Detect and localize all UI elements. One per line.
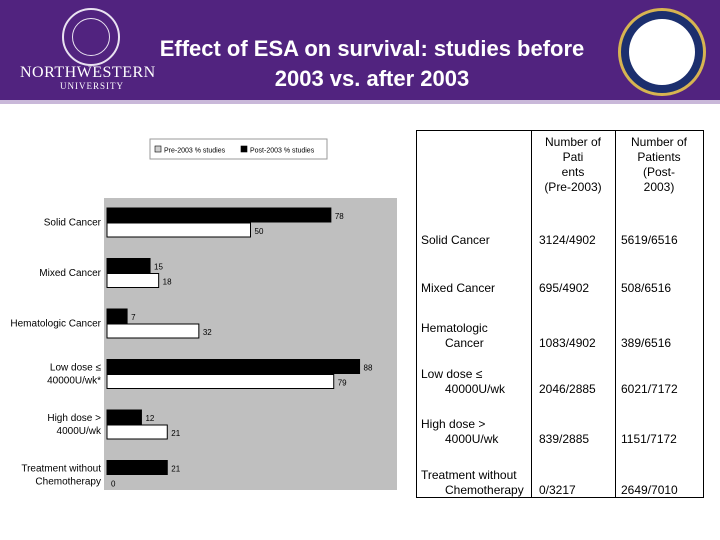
bar-value-label: 32 — [203, 328, 212, 337]
row-label-line: 4000U/wk — [445, 432, 499, 446]
bar-value-label: 7 — [131, 313, 136, 322]
bar-value-label: 15 — [154, 263, 163, 272]
legend-label: Pre-2003 % studies — [164, 148, 226, 155]
row-label-line: Mixed Cancer — [421, 281, 496, 295]
category-group: 12 21 High dose > 4000U/wk — [47, 409, 181, 440]
category-label: 40000U/wk* — [47, 376, 101, 387]
category-label: 4000U/wk — [57, 426, 102, 437]
row-label-line: High dose > — [421, 417, 486, 431]
bar-value-label: 21 — [171, 465, 180, 474]
bar-pre-2003 — [106, 273, 160, 288]
table-cell-pre-2003: 1083/4902 — [539, 336, 596, 350]
table-column-header: Number of Pati ents (Pre-2003) — [537, 135, 609, 195]
category-label: Low dose ≤ — [50, 363, 102, 374]
bar-value-label: 78 — [335, 212, 344, 221]
category-group: 7 32 Hematologic Cancer — [10, 308, 212, 339]
bar-pre-2003 — [106, 424, 168, 440]
category-label: Hematologic Cancer — [10, 319, 101, 330]
bar-post-2003 — [106, 207, 332, 223]
header-text-line: Number of — [630, 135, 688, 149]
row-label-line: Treatment without — [421, 468, 517, 482]
legend-label: Post-2003 % studies — [250, 148, 315, 155]
slide-title: Effect of ESA on survival: studies befor… — [130, 34, 614, 94]
bar-value-label: 21 — [171, 429, 180, 438]
category-label: Treatment without — [21, 464, 101, 475]
slide-title-line-1: Effect of ESA on survival: studies befor… — [159, 36, 585, 61]
bar-value-label: 18 — [163, 278, 172, 287]
row-label-line: Solid Cancer — [421, 233, 490, 247]
bar-post-2003 — [106, 460, 168, 475]
table-cell-pre-2003: 0/3217 — [539, 483, 576, 497]
row-label-line: Chemotherapy — [445, 483, 524, 497]
slide-title-line-2: 2003 vs. after 2003 — [274, 66, 470, 91]
chart-legend: Pre-2003 % studies Post-2003 % studies — [149, 138, 328, 160]
patients-table: Number of Pati ents (Pre-2003) Number of Pati… — [416, 130, 704, 498]
university-logo-subtext: UNIVERSITY — [60, 81, 124, 91]
va-seal-icon — [618, 8, 706, 96]
bar-pre-2003 — [106, 222, 251, 238]
header-text-line: (Post- — [642, 165, 675, 179]
table-cell-post-2003: 2649/7010 — [621, 483, 678, 497]
table-cell-post-2003: 1151/7172 — [621, 432, 677, 446]
header-text-line: Patients — [637, 150, 681, 164]
category-label: High dose > — [47, 413, 101, 424]
legend-box — [149, 138, 328, 160]
bar-value-label: 50 — [255, 227, 264, 236]
bar-value-label: 0 — [111, 480, 116, 489]
legend-swatch — [240, 145, 248, 153]
bar-post-2003 — [106, 308, 128, 324]
header-text-line: Number of — [544, 135, 602, 149]
legend-swatch — [154, 145, 162, 153]
table-cell-pre-2003: 695/4902 — [539, 281, 590, 295]
table-cell-post-2003: 508/6516 — [621, 281, 672, 295]
bar-value-label: 88 — [364, 364, 373, 373]
row-label-line: 40000U/wk — [445, 382, 506, 396]
bar-value-label: 12 — [145, 414, 154, 423]
bar-post-2003 — [106, 409, 142, 425]
bar-value-label: 79 — [338, 379, 347, 388]
row-label-line: Low dose ≤ — [421, 367, 483, 381]
header-text-line: ents — [561, 165, 585, 179]
table-cell-post-2003: 6021/7172 — [621, 382, 678, 396]
slide-header: NORTHWESTERN UNIVERSITY Effect of ESA on… — [0, 0, 720, 100]
bar-post-2003 — [106, 359, 361, 374]
bar-pre-2003 — [106, 374, 335, 389]
table-row-label: High dose >4000U/wk — [421, 417, 533, 447]
row-label-line: Cancer — [445, 336, 484, 350]
bar-post-2003 — [106, 258, 151, 273]
table-cell-pre-2003: 839/2885 — [539, 432, 590, 446]
table-column-divider — [531, 131, 532, 497]
table-row-label: Mixed Cancer — [421, 281, 533, 296]
header-text-line: Pati — [562, 150, 584, 164]
header-divider — [0, 100, 720, 104]
category-group: 88 79 Low dose ≤ 40000U/wk* — [47, 359, 373, 389]
category-label: Solid Cancer — [44, 218, 102, 229]
table-column-header: Number of Patients (Post- 2003) — [619, 135, 699, 195]
table-row-label: Low dose ≤40000U/wk — [421, 367, 533, 397]
table-cell-pre-2003: 3124/4902 — [539, 233, 596, 247]
table-row-label: Solid Cancer — [421, 233, 533, 248]
header-text-line: 2003) — [643, 180, 675, 194]
row-label-line: Hematologic — [421, 321, 488, 335]
category-label: Chemotherapy — [35, 477, 101, 488]
header-text-line: (Pre-2003) — [544, 180, 602, 194]
table-column-divider — [615, 131, 616, 497]
university-seal-icon — [62, 8, 120, 66]
bar-pre-2003 — [106, 323, 200, 339]
category-group: 21 0 Treatment without Chemotherapy — [21, 460, 181, 489]
table-row-label: Hematologic Cancer — [421, 321, 533, 351]
category-group: 78 50 Solid Cancer — [44, 207, 344, 238]
survival-bar-chart: Pre-2003 % studies Post-2003 % studies 78 5… — [10, 138, 397, 490]
table-row-label: Treatment without Chemotherapy — [421, 468, 533, 498]
category-label: Mixed Cancer — [39, 268, 101, 279]
table-cell-post-2003: 5619/6516 — [621, 233, 678, 247]
table-cell-post-2003: 389/6516 — [621, 336, 672, 350]
table-cell-pre-2003: 2046/2885 — [539, 382, 596, 396]
university-logo-text: NORTHWESTERN — [20, 64, 156, 81]
plot-area — [104, 198, 397, 490]
